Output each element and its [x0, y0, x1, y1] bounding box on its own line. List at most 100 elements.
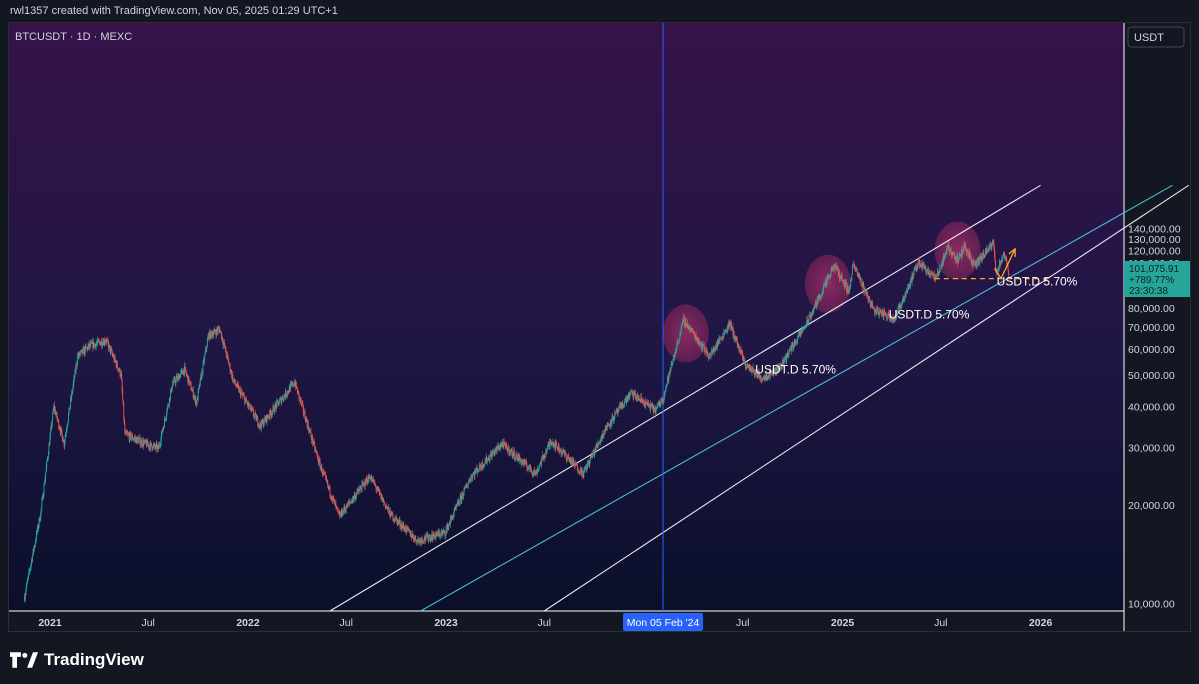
candle-body	[916, 267, 918, 271]
candle-body	[919, 260, 921, 266]
candle-body	[469, 479, 471, 481]
candle-body	[650, 403, 652, 405]
candle-body	[723, 331, 725, 334]
candle-body	[136, 437, 138, 439]
candle-body	[286, 394, 288, 396]
candle-body	[289, 386, 291, 392]
candle-body	[960, 255, 962, 258]
candle-body	[555, 441, 557, 449]
candle-body	[759, 376, 761, 379]
candle-body	[585, 467, 587, 468]
candle-body	[390, 511, 392, 512]
candle-body	[351, 500, 353, 503]
y-tick-label: 80,000.00	[1128, 303, 1175, 315]
candle-body	[570, 458, 572, 465]
candle-body	[435, 534, 437, 537]
candle-body	[69, 405, 71, 410]
candle-body	[265, 415, 267, 421]
footer: TradingView	[0, 640, 1199, 684]
candle-body	[347, 502, 349, 508]
candle-body	[377, 487, 379, 489]
candle-body	[424, 539, 426, 541]
candle-body	[563, 450, 565, 453]
candle-body	[104, 341, 106, 343]
caption-bar: rwl1357 created with TradingView.com, No…	[0, 0, 1199, 22]
candle-body	[77, 355, 79, 357]
candle-body	[418, 539, 420, 543]
candle-body	[917, 267, 918, 269]
candle-body	[594, 450, 596, 456]
usdt-d-annotation[interactable]: USDT.D 5.70%	[889, 307, 970, 321]
currency-button[interactable]	[1127, 26, 1185, 48]
candle-body	[273, 406, 275, 412]
candle-body	[295, 382, 297, 388]
candle-body	[467, 485, 469, 488]
candle-body	[186, 374, 188, 376]
candle-body	[243, 395, 245, 398]
tradingview-brand[interactable]: TradingView	[10, 650, 144, 670]
candle-body	[496, 447, 497, 451]
candle-body	[850, 279, 852, 281]
candle-body	[627, 398, 629, 401]
candle-body	[507, 449, 509, 452]
candle-body	[145, 439, 146, 443]
candle-body	[644, 403, 646, 407]
channel-upper-line[interactable]	[329, 184, 1041, 612]
price-chart[interactable]: USDT.D 5.70%USDT.D 5.70%USDT.D 5.70% 140…	[9, 23, 1191, 632]
candle-body	[815, 301, 817, 308]
candle-body	[935, 276, 937, 278]
y-tick-label: 30,000.00	[1128, 443, 1175, 455]
candle-body	[473, 473, 475, 477]
candle-body	[123, 418, 125, 424]
candle-body	[307, 422, 309, 429]
candle-body	[771, 371, 772, 373]
candle-body	[474, 470, 476, 477]
candle-body	[164, 418, 166, 420]
candle-body	[317, 454, 318, 457]
candle-body	[792, 346, 794, 349]
candle-body	[394, 519, 395, 521]
x-tick-label: Jul	[736, 617, 749, 629]
candle-body	[495, 447, 497, 449]
candle-body	[754, 371, 756, 376]
usdt-d-annotation[interactable]: USDT.D 5.70%	[755, 363, 836, 377]
candle-body	[284, 395, 286, 398]
candle-body	[446, 527, 448, 530]
usdt-d-annotation[interactable]: USDT.D 5.70%	[997, 274, 1078, 288]
candle-body	[907, 287, 909, 289]
candle-body	[429, 536, 431, 541]
candle-body	[593, 450, 595, 453]
candle-body	[210, 330, 212, 339]
candle-body	[691, 329, 693, 331]
candle-body	[220, 331, 222, 333]
candle-body	[578, 472, 580, 474]
price-change-value: +789.77%	[1129, 275, 1174, 286]
candle-body	[519, 459, 521, 461]
candle-body	[466, 485, 468, 487]
candle-body	[70, 398, 72, 399]
candle-body	[651, 403, 653, 405]
candle-body	[279, 398, 281, 401]
candle-body	[584, 466, 586, 468]
candle-body	[192, 389, 194, 391]
candle-body	[586, 467, 587, 470]
chart-frame[interactable]: USDT.D 5.70% USDT.D 5.70% USDT.D 5.70% 140…	[8, 22, 1191, 632]
channel-mid-line[interactable]	[420, 184, 1173, 612]
candle-body	[290, 384, 292, 386]
candle-body	[185, 371, 187, 375]
candle-body	[350, 501, 352, 503]
candle-body	[653, 408, 655, 412]
candle-body	[753, 371, 755, 373]
candle-body	[109, 344, 111, 347]
candle-body	[730, 322, 732, 329]
candle-body	[688, 325, 690, 330]
candle-body	[201, 370, 203, 379]
candle-body	[825, 279, 827, 285]
candle-body	[645, 401, 647, 406]
candle-body	[404, 526, 406, 532]
candle-body	[991, 244, 993, 249]
candle-body	[366, 478, 368, 483]
channel-lower-line[interactable]	[543, 184, 1190, 612]
candle-body	[475, 467, 477, 471]
candle-body	[902, 299, 904, 303]
